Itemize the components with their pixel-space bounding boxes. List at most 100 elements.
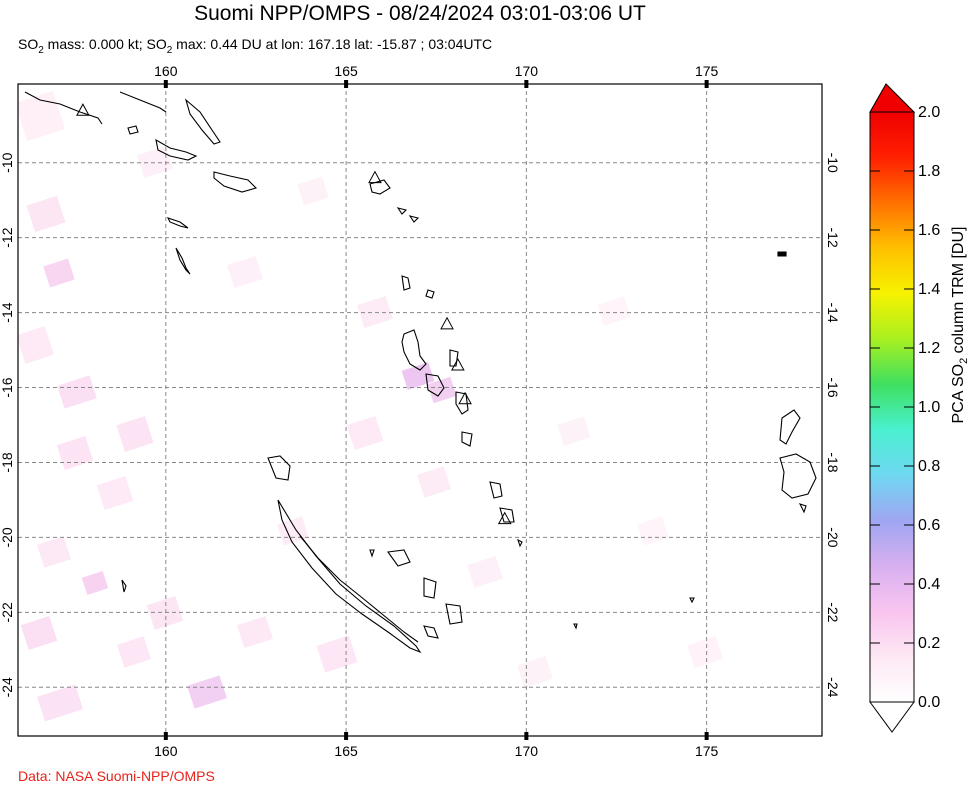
so2-pixel	[346, 416, 384, 450]
subtitle-max-sub: 2	[166, 44, 173, 56]
so2-pixel	[597, 296, 631, 326]
lat-tick-label-left: -22	[0, 602, 15, 622]
so2-pixel	[116, 636, 152, 668]
coastline-loyalty-1	[387, 549, 411, 567]
so2-pixel	[357, 295, 393, 329]
lat-tick-label-left: -12	[0, 227, 15, 247]
volcano-triangle-icon	[497, 511, 512, 525]
volcano-triangle-icon	[451, 357, 465, 371]
so2-pixel	[96, 476, 134, 510]
coastline-rennell	[175, 247, 191, 275]
coastline-solomon-2	[119, 91, 167, 113]
so2-pixel-layer	[18, 90, 723, 722]
coastline-malekula	[425, 373, 445, 397]
so2-pixel	[416, 466, 452, 498]
lon-tick-bar-top	[704, 80, 709, 88]
coastline-wallis	[777, 251, 787, 257]
lon-tick-label-bottom: 165	[334, 743, 358, 759]
lon-tick-bar-top	[524, 80, 529, 88]
lon-tick-bar-top	[163, 80, 168, 88]
coastline-isle-small-2	[121, 549, 375, 593]
lon-tick-label-top: 170	[515, 63, 539, 79]
lon-tick-bar-bottom	[344, 732, 349, 740]
volcano-markers	[76, 103, 512, 525]
lat-tick-label-right: -16	[825, 377, 841, 397]
coastline-loyalty-3	[445, 603, 463, 625]
lon-tick-label-top: 175	[695, 63, 719, 79]
coastline-loyalty-2	[423, 577, 437, 599]
coastline-new-caledonia-outer	[277, 499, 422, 654]
so2-pixel	[43, 258, 75, 288]
coastline-santa-cruz	[369, 179, 391, 195]
map-subtitle: SO2 mass: 0.000 kt; SO2 max: 0.44 DU at …	[18, 36, 492, 56]
so2-pixel	[237, 615, 273, 649]
coastline-isle-of-pines	[423, 625, 439, 639]
coastline-new-caledonia-inner	[299, 535, 419, 643]
so2-pixel	[57, 375, 97, 409]
volcano-triangle-icon	[368, 170, 382, 184]
coastline-solomon-3	[155, 138, 198, 161]
lon-tick-label-top: 165	[334, 63, 358, 79]
so2-pixel	[18, 90, 66, 142]
so2-pixel	[81, 571, 109, 595]
lat-tick-label-right: -10	[825, 153, 841, 173]
so2-pixel	[316, 635, 358, 673]
lon-tick-label-bottom: 160	[154, 743, 178, 759]
map-background	[18, 84, 822, 736]
coastline-tanna	[489, 481, 503, 499]
so2-pixel	[637, 516, 669, 546]
lat-tick-label-left: -10	[0, 152, 15, 172]
volcano-triangle-icon	[76, 103, 90, 116]
lat-tick-label-right: -24	[825, 677, 841, 697]
lat-tick-label-left: -16	[0, 377, 15, 397]
coastline-solomon-1	[24, 91, 103, 125]
so2-pixel	[297, 176, 329, 206]
coastline-ambrym	[449, 349, 459, 367]
so2-pixel	[187, 675, 227, 709]
lon-tick-bar-bottom	[163, 732, 168, 740]
lat-tick-label-right: -14	[825, 302, 841, 322]
so2-pixel	[687, 635, 723, 669]
so2-pixel	[36, 684, 84, 722]
axis-tick-labels: 160 160 165 165 170 170 175 175 -10 -10 -12 -12 -14 -…	[0, 63, 841, 759]
so2-pixel	[26, 195, 66, 233]
lon-tick-label-bottom: 170	[515, 743, 539, 759]
coastline-fiji-2	[779, 453, 817, 499]
coastline-belep	[267, 455, 291, 481]
longitude-tick-bars	[163, 80, 709, 740]
lon-tick-label-top: 160	[154, 63, 178, 79]
subtitle-mass-text: mass: 0.000 kt; SO	[43, 36, 167, 52]
coastline-isle-small-3	[573, 597, 695, 630]
coastline-banks	[401, 275, 435, 299]
map-gridlines	[18, 84, 822, 736]
map-plot-area	[18, 84, 822, 736]
subtitle-mass-prefix: SO	[18, 36, 39, 52]
so2-pixel	[137, 145, 173, 179]
lat-tick-label-left: -24	[0, 677, 15, 697]
lat-tick-label-right: -20	[825, 527, 841, 547]
so2-pixel	[557, 416, 591, 446]
so2-pixel	[146, 596, 184, 630]
coastline-layer	[24, 91, 817, 654]
coastline-espiritu-santo	[401, 329, 427, 371]
coastline-fiji-1	[779, 409, 801, 445]
lat-tick-label-left: -14	[0, 302, 15, 322]
coastline-erromango	[461, 431, 473, 447]
coastline-guadalcanal	[213, 171, 258, 193]
lat-tick-label-right: -18	[825, 452, 841, 472]
volcano-triangle-icon	[440, 316, 454, 330]
lat-tick-label-right: -22	[825, 602, 841, 622]
coastline-isle-small-1	[127, 125, 139, 135]
lon-tick-bar-top	[344, 80, 349, 88]
so2-pixel	[467, 555, 503, 589]
lat-tick-label-left: -18	[0, 452, 15, 472]
lon-tick-bar-bottom	[524, 732, 529, 740]
lon-tick-label-bottom: 175	[695, 743, 719, 759]
coastline-makira	[166, 217, 189, 229]
so2-pixel	[56, 436, 94, 470]
so2-pixel	[227, 255, 263, 289]
so2-pixel	[401, 362, 435, 390]
so2-pixel	[116, 416, 154, 452]
so2-pixel	[36, 536, 72, 568]
